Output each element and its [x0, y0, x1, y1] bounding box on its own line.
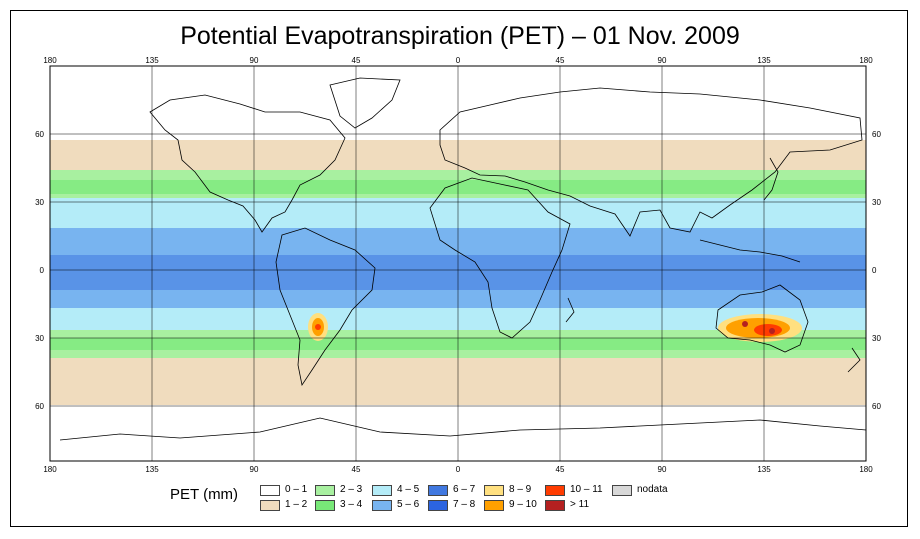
lon-tick-bottom: 90: [658, 465, 667, 474]
coast-europe-asia: [439, 87, 863, 237]
lon-tick-bottom: 45: [352, 465, 361, 474]
legend-swatch: [372, 485, 392, 496]
lon-tick-bottom: 135: [757, 465, 771, 474]
lat-tick-left: 0: [40, 266, 45, 275]
lon-tick-top: 90: [658, 56, 667, 65]
coast-japan: [763, 157, 779, 201]
lon-tick-top: 180: [43, 56, 57, 65]
coast-africa: [429, 177, 571, 339]
coast-new-zealand: [847, 347, 861, 373]
legend-swatch: [545, 500, 565, 511]
pet-hotspot-south-america: [308, 313, 328, 341]
legend-label: 1 – 2: [285, 499, 308, 510]
legend-swatch: [545, 485, 565, 496]
lon-tick-bottom: 135: [145, 465, 159, 474]
legend-label: 9 – 10: [509, 499, 537, 510]
lon-tick-top: 135: [757, 56, 771, 65]
legend-swatch: [260, 485, 280, 496]
lon-tick-top: 45: [352, 56, 361, 65]
lon-tick-bottom: 90: [250, 465, 259, 474]
legend-swatch: [315, 485, 335, 496]
coast-indonesia: [699, 239, 801, 263]
lat-tick-right: 30: [872, 198, 881, 207]
lat-tick-right: 60: [872, 402, 881, 411]
lon-tick-bottom: 45: [556, 465, 565, 474]
legend-swatch: [372, 500, 392, 511]
lat-tick-left: 30: [35, 198, 44, 207]
lon-tick-bottom: 180: [43, 465, 57, 474]
figure-frame: [10, 10, 908, 527]
lat-tick-left: 60: [35, 402, 44, 411]
lat-ticks-left: 60 30 0 30 60: [35, 130, 44, 411]
coast-greenland: [329, 77, 401, 129]
legend-label: 5 – 6: [397, 499, 420, 510]
coast-antarctica: [59, 417, 866, 441]
legend-swatch: [428, 500, 448, 511]
lon-tick-bottom: 0: [456, 465, 461, 474]
lat-tick-left: 60: [35, 130, 44, 139]
lon-tick-top: 135: [145, 56, 159, 65]
lat-tick-left: 30: [35, 334, 44, 343]
lon-tick-top: 90: [250, 56, 259, 65]
map-border: [49, 65, 867, 462]
lon-tick-top: 0: [456, 56, 461, 65]
lat-tick-right: 60: [872, 130, 881, 139]
lat-ticks-right: 60 30 0 30 60: [872, 130, 881, 411]
legend-label: 8 – 9: [509, 484, 532, 495]
coast-madagascar: [565, 297, 575, 323]
graticule: [50, 66, 866, 461]
coast-south-america: [275, 227, 376, 387]
coast-north-america: [149, 94, 346, 233]
legend-label: nodata: [637, 484, 668, 495]
legend-swatch: [484, 485, 504, 496]
lon-tick-bottom: 180: [859, 465, 873, 474]
pet-hotspot-australia: [718, 314, 802, 342]
legend-label: 7 – 8: [453, 499, 476, 510]
lat-tick-right: 0: [872, 266, 877, 275]
legend-label: 3 – 4: [340, 499, 363, 510]
legend-label: 4 – 5: [397, 484, 420, 495]
legend-swatch: [428, 485, 448, 496]
lon-tick-top: 45: [556, 56, 565, 65]
legend-label: 2 – 3: [340, 484, 363, 495]
lon-ticks-top: 180 135 90 45 0 45 90 135 180: [43, 56, 873, 65]
legend-label: 6 – 7: [453, 484, 476, 495]
lat-tick-right: 30: [872, 334, 881, 343]
legend-title: PET (mm): [170, 486, 239, 503]
legend-label: 0 – 1: [285, 484, 308, 495]
legend-swatch: [315, 500, 335, 511]
lon-ticks-bottom: 180 135 90 45 0 45 90 135 180: [43, 465, 873, 474]
legend-label: > 11: [570, 499, 589, 510]
coastlines: [59, 77, 866, 441]
legend-swatch: [612, 485, 632, 496]
legend-swatch: [260, 500, 280, 511]
legend-label: 10 – 11: [570, 484, 603, 495]
map-title: Potential Evapotranspiration (PET) – 01 …: [180, 22, 740, 50]
legend-swatch: [484, 500, 504, 511]
lon-tick-top: 180: [859, 56, 873, 65]
